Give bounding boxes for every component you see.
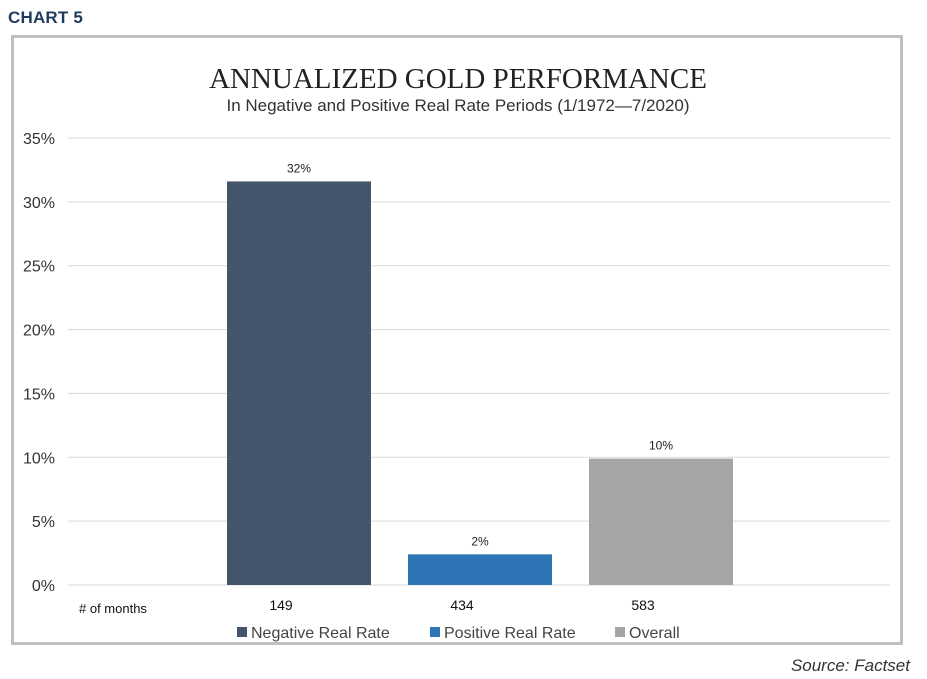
- y-tick-label: 5%: [32, 514, 55, 531]
- legend-swatch: [615, 627, 625, 637]
- data-labels: 32% 2% 10%: [287, 161, 673, 548]
- bars: [227, 181, 733, 585]
- legend-label: Negative Real Rate: [251, 625, 390, 642]
- bar-1: [227, 181, 371, 585]
- chart-number-label: CHART 5: [8, 8, 84, 27]
- legend-label: Positive Real Rate: [444, 625, 576, 642]
- legend-label: Overall: [629, 625, 680, 642]
- gridlines: [68, 137, 890, 586]
- data-label: 10%: [649, 439, 673, 453]
- data-label: 2%: [471, 534, 489, 548]
- months-row-label: # of months: [79, 601, 147, 616]
- legend-swatch: [237, 627, 247, 637]
- chart-frame: [11, 35, 903, 645]
- months-value: 149: [269, 597, 293, 613]
- y-tick-label: 20%: [23, 323, 55, 340]
- y-tick-label: 0%: [32, 578, 55, 595]
- months-values: 149 434 583: [269, 597, 655, 613]
- chart-subtitle: In Negative and Positive Real Rate Perio…: [226, 96, 689, 115]
- y-axis-ticks: 0% 5% 10% 15% 20% 25% 30% 35%: [23, 131, 55, 595]
- months-value: 583: [631, 597, 655, 613]
- legend-swatch: [430, 627, 440, 637]
- bar-3: [589, 458, 733, 585]
- legend: Negative Real Rate Positive Real Rate Over…: [237, 625, 680, 642]
- y-tick-label: 35%: [23, 131, 55, 148]
- chart-title: ANNUALIZED GOLD PERFORMANCE: [209, 63, 707, 95]
- y-tick-label: 10%: [23, 450, 55, 467]
- y-tick-label: 25%: [23, 259, 55, 276]
- y-tick-label: 15%: [23, 386, 55, 403]
- months-value: 434: [450, 597, 474, 613]
- data-label: 32%: [287, 161, 311, 175]
- y-tick-label: 30%: [23, 195, 55, 212]
- bar-2: [408, 554, 552, 585]
- source-note: Source: Factset: [790, 656, 910, 675]
